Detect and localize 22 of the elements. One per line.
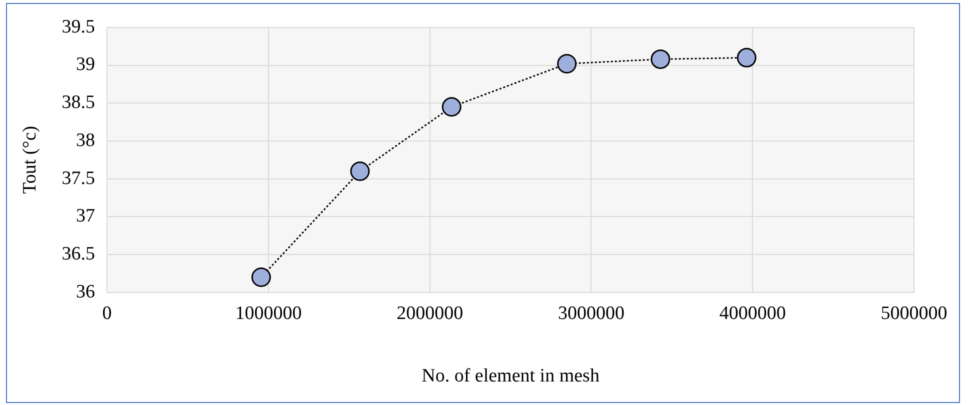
point xyxy=(650,49,670,69)
x-tick-label: 4000000 xyxy=(719,302,786,324)
x-tick-label: 1000000 xyxy=(235,302,302,324)
point xyxy=(442,97,462,117)
y-axis-title: Tout (°c) xyxy=(19,126,40,194)
x-tick-label: 2000000 xyxy=(396,302,464,324)
y-tick-label: 39.5 xyxy=(62,16,96,38)
y-tick-label: 36.5 xyxy=(62,244,96,265)
y-tick-label: 39 xyxy=(76,54,96,76)
y-tick-label: 38 xyxy=(76,130,96,151)
point xyxy=(350,162,370,182)
x-tick-label: 3000000 xyxy=(558,302,624,324)
y-tick-label: 37.5 xyxy=(62,168,96,189)
y-tick-label: 38.5 xyxy=(62,92,96,114)
y-tick-label: 36 xyxy=(76,281,96,302)
x-tick-label: 5000000 xyxy=(880,302,948,324)
x-tick-label: 0 xyxy=(102,302,112,324)
point xyxy=(736,48,756,68)
y-tick-label: 37 xyxy=(76,206,96,227)
point xyxy=(251,268,271,288)
x-axis-title: No. of element in mesh xyxy=(422,366,600,387)
point xyxy=(557,54,577,74)
